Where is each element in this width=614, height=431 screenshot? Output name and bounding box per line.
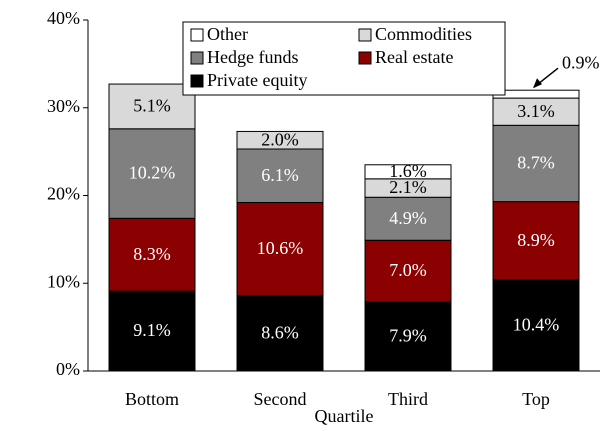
bar-segment	[236, 202, 324, 297]
data-label: 0.9%	[562, 52, 600, 72]
bar-segment	[364, 239, 452, 303]
data-label: 8.9%	[517, 230, 555, 250]
legend-swatch	[358, 51, 372, 65]
bar-segment	[492, 89, 580, 99]
legend-label: Commodities	[375, 24, 472, 44]
data-label: 10.4%	[513, 314, 560, 334]
data-label: 8.6%	[261, 322, 299, 342]
legend-label: Other	[207, 24, 248, 44]
data-label: 7.9%	[389, 325, 427, 345]
callout-arrowhead	[533, 78, 542, 89]
y-tick-label: 40%	[47, 8, 80, 28]
bar-segment	[492, 279, 580, 372]
legend-swatch	[190, 51, 204, 65]
bar-segment	[236, 295, 324, 372]
bar-segment	[236, 130, 324, 150]
data-label: 5.1%	[133, 96, 171, 116]
legend-label: Hedge funds	[207, 47, 298, 67]
data-label: 3.1%	[517, 101, 555, 121]
y-tick-label: 30%	[47, 96, 80, 116]
data-label: 1.6%	[389, 161, 427, 181]
data-label: 9.1%	[133, 320, 171, 340]
x-tick-label: Second	[254, 389, 307, 409]
data-label: 8.3%	[133, 244, 171, 264]
y-tick-label: 0%	[56, 359, 80, 379]
x-tick-label: Third	[388, 389, 428, 409]
data-label: 2.0%	[261, 129, 299, 149]
bar-segment	[108, 83, 196, 130]
bar-segment	[492, 124, 580, 203]
bar-segment	[108, 217, 196, 292]
data-label: 7.0%	[389, 260, 427, 280]
bar-segment	[364, 164, 452, 180]
data-label: 2.1%	[389, 177, 427, 197]
bar-segment	[492, 97, 580, 126]
legend-label: Private equity	[207, 70, 307, 90]
y-tick-label: 20%	[47, 184, 80, 204]
x-tick-label: Bottom	[125, 389, 179, 409]
data-label: 4.9%	[389, 208, 427, 228]
data-label: 6.1%	[261, 165, 299, 185]
bar-segment	[236, 148, 324, 204]
x-axis-label: Quartile	[315, 406, 374, 426]
bar-segment	[108, 128, 196, 219]
data-label: 8.7%	[517, 153, 555, 173]
legend-swatch	[358, 28, 372, 42]
legend-box	[182, 21, 506, 96]
data-label: 10.6%	[257, 238, 304, 258]
bar-segment	[364, 301, 452, 372]
legend-swatch	[190, 28, 204, 42]
bar-segment	[492, 201, 580, 281]
bar-segment	[364, 196, 452, 241]
legend-label: Real estate	[375, 47, 453, 67]
data-label: 10.2%	[129, 163, 176, 183]
x-tick-label: Top	[522, 389, 550, 409]
y-tick-label: 10%	[47, 271, 80, 291]
bar-segment	[108, 290, 196, 372]
legend-swatch	[190, 74, 204, 88]
